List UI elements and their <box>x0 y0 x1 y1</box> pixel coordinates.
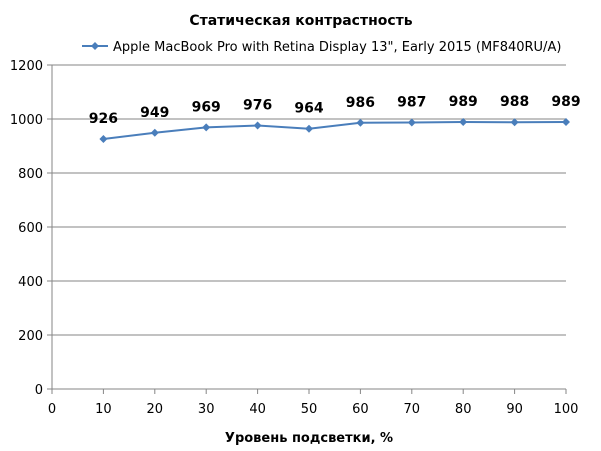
x-tick-label: 100 <box>554 402 579 417</box>
gridlines <box>52 64 566 336</box>
y-tick-label: 0 <box>35 383 43 398</box>
legend-series-name: Apple MacBook Pro with Retina Display 13… <box>113 40 561 55</box>
data-point-marker <box>150 128 159 137</box>
x-tick-label: 60 <box>352 402 369 417</box>
chart-legend: Apple MacBook Pro with Retina Display 13… <box>82 40 561 55</box>
data-point-marker <box>562 117 570 126</box>
data-point-marker <box>510 118 519 127</box>
y-axis-ticks: 0 200 400 600 800 1000 1200 <box>10 59 52 398</box>
x-tick-label: 80 <box>455 402 472 417</box>
x-tick-label: 50 <box>301 402 318 417</box>
legend-diamond-marker <box>91 42 99 50</box>
y-tick-label: 1000 <box>10 113 43 128</box>
x-tick-label: 70 <box>404 402 421 417</box>
x-tick-label: 30 <box>198 402 215 417</box>
data-label: 986 <box>346 95 375 111</box>
data-label: 989 <box>551 94 580 110</box>
data-point-marker <box>202 123 211 132</box>
data-label: 987 <box>397 95 426 111</box>
data-labels: 926 949 969 976 964 986 987 989 988 989 <box>89 94 581 127</box>
data-label: 976 <box>243 97 272 113</box>
series-line-0 <box>103 120 567 140</box>
data-label: 926 <box>89 111 118 127</box>
y-tick-label: 400 <box>18 275 43 290</box>
data-label: 969 <box>192 99 221 115</box>
data-label: 964 <box>294 101 323 117</box>
x-tick-label: 20 <box>147 402 164 417</box>
x-axis-label: Уровень подсветки, % <box>225 431 393 446</box>
series-group <box>99 117 570 143</box>
data-point-marker <box>356 118 365 127</box>
data-point-marker <box>253 121 262 130</box>
y-tick-label: 800 <box>18 167 43 182</box>
data-point-marker <box>407 118 416 127</box>
data-point-marker <box>459 117 468 126</box>
x-tick-label: 90 <box>506 402 523 417</box>
chart-title: Статическая контрастность <box>189 13 412 29</box>
y-tick-label: 200 <box>18 329 43 344</box>
data-point-marker <box>305 124 313 133</box>
y-tick-label: 600 <box>18 221 43 236</box>
x-tick-label: 10 <box>95 402 112 417</box>
data-label: 949 <box>140 105 169 121</box>
y-tick-label: 1200 <box>10 59 43 74</box>
x-tick-label: 0 <box>48 402 56 417</box>
data-point-marker <box>99 134 108 143</box>
x-tick-label: 40 <box>249 402 266 417</box>
x-axis-ticks: 0 10 20 30 40 50 60 70 80 90 100 <box>48 389 579 417</box>
data-label: 989 <box>449 94 478 110</box>
data-label: 988 <box>500 94 529 110</box>
